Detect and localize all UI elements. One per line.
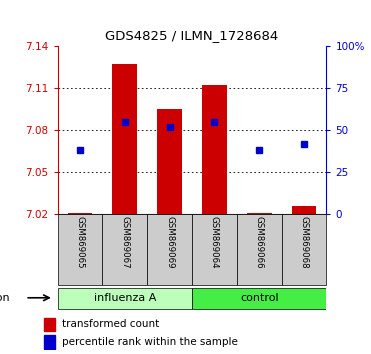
FancyBboxPatch shape [147, 214, 192, 285]
Bar [157, 109, 182, 214]
Text: GSM869065: GSM869065 [75, 216, 85, 269]
Bar [112, 64, 137, 214]
Bar [44, 335, 55, 349]
Text: GSM869066: GSM869066 [255, 216, 264, 269]
Text: GSM869064: GSM869064 [210, 216, 219, 269]
Bar [68, 213, 92, 214]
Text: infection: infection [0, 293, 9, 303]
Text: GSM869069: GSM869069 [165, 216, 174, 269]
Text: percentile rank within the sample: percentile rank within the sample [62, 337, 237, 347]
Text: GSM869068: GSM869068 [299, 216, 309, 269]
FancyBboxPatch shape [58, 288, 192, 309]
FancyBboxPatch shape [282, 214, 326, 285]
Text: control: control [240, 293, 279, 303]
Title: GDS4825 / ILMN_1728684: GDS4825 / ILMN_1728684 [105, 29, 279, 42]
Bar [202, 85, 227, 214]
FancyBboxPatch shape [237, 214, 282, 285]
FancyBboxPatch shape [192, 288, 326, 309]
Text: GSM869067: GSM869067 [120, 216, 129, 269]
Text: transformed count: transformed count [62, 319, 159, 329]
FancyBboxPatch shape [102, 214, 147, 285]
Bar [292, 206, 316, 214]
Bar [44, 318, 55, 331]
Text: influenza A: influenza A [93, 293, 156, 303]
FancyBboxPatch shape [58, 214, 102, 285]
FancyBboxPatch shape [192, 214, 237, 285]
Bar [247, 213, 272, 214]
